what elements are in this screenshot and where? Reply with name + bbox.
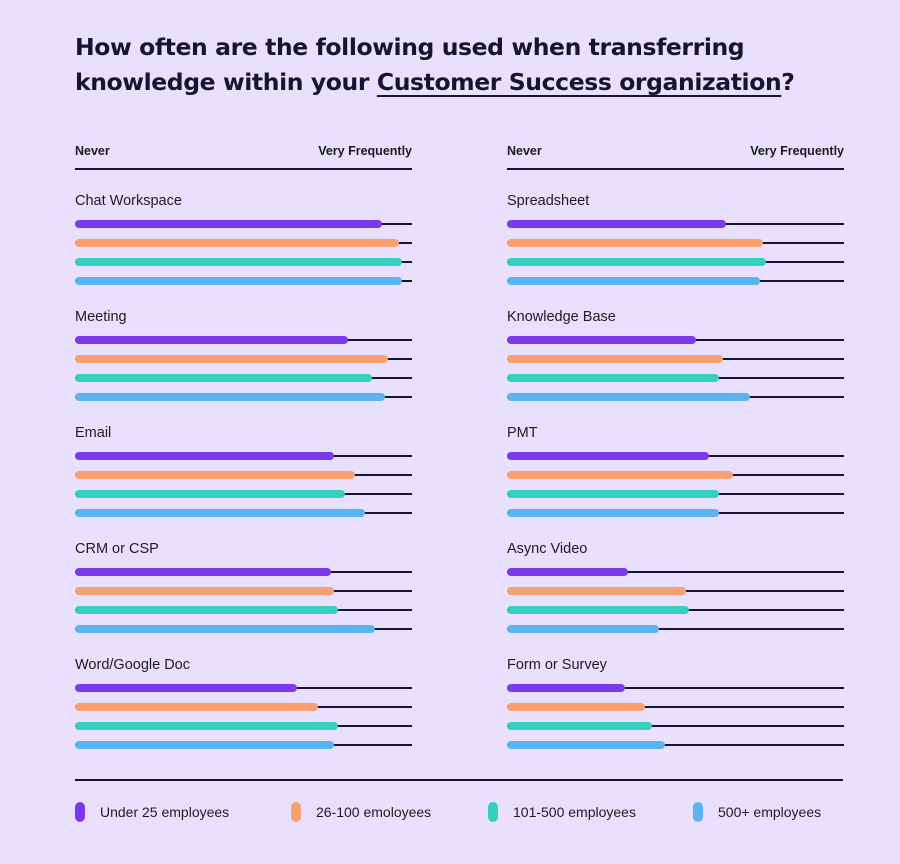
bar-async-video-500-employees bbox=[507, 625, 659, 633]
bar-form-or-survey-500-employees bbox=[507, 741, 666, 749]
group-label-form-or-survey: Form or Survey bbox=[507, 657, 607, 673]
bar-email-under-25-employees bbox=[75, 452, 335, 460]
bar-meeting-101-500-employees bbox=[75, 374, 372, 382]
bar-spreadsheet-under-25-employees bbox=[507, 220, 727, 228]
bar-pmt-under-25-employees bbox=[507, 452, 710, 460]
bar-track bbox=[507, 706, 844, 708]
bar-track bbox=[507, 725, 844, 727]
group-label-pmt: PMT bbox=[507, 425, 538, 441]
axis-rule bbox=[507, 168, 844, 170]
bar-chat-workspace-26-100-emoloyees bbox=[75, 239, 399, 247]
group-label-knowledge-base: Knowledge Base bbox=[507, 309, 616, 325]
bar-track bbox=[507, 571, 844, 573]
bar-track bbox=[507, 687, 844, 689]
bar-async-video-under-25-employees bbox=[507, 568, 629, 576]
title-highlight: Customer Success organization bbox=[376, 68, 782, 96]
bar-knowledge-base-500-employees bbox=[507, 393, 750, 401]
bar-track bbox=[507, 744, 844, 746]
bar-word-google-doc-26-100-emoloyees bbox=[75, 703, 318, 711]
bar-crm-or-csp-101-500-employees bbox=[75, 606, 338, 614]
bar-spreadsheet-26-100-emoloyees bbox=[507, 239, 764, 247]
bar-crm-or-csp-under-25-employees bbox=[75, 568, 332, 576]
legend-label: Under 25 employees bbox=[100, 804, 230, 820]
legend-divider bbox=[75, 779, 843, 781]
legend-swatch bbox=[488, 802, 498, 822]
group-label-crm-or-csp: CRM or CSP bbox=[75, 541, 159, 557]
bar-chat-workspace-under-25-employees bbox=[75, 220, 382, 228]
bar-email-500-employees bbox=[75, 509, 365, 517]
bar-meeting-26-100-emoloyees bbox=[75, 355, 389, 363]
bar-word-google-doc-under-25-employees bbox=[75, 684, 298, 692]
group-label-email: Email bbox=[75, 425, 112, 441]
bar-crm-or-csp-500-employees bbox=[75, 625, 375, 633]
bar-async-video-26-100-emoloyees bbox=[507, 587, 686, 595]
bar-knowledge-base-101-500-employees bbox=[507, 374, 720, 382]
bar-email-101-500-employees bbox=[75, 490, 345, 498]
axis-min-label: Never bbox=[507, 144, 542, 158]
title-text: How often are the following used when tr… bbox=[75, 33, 745, 96]
group-label-meeting: Meeting bbox=[75, 309, 127, 325]
left-chart-panel: Never Very Frequently Chat Workspace Meet… bbox=[75, 0, 412, 760]
axis-rule bbox=[75, 168, 412, 170]
bar-track bbox=[507, 628, 844, 630]
group-label-chat-workspace: Chat Workspace bbox=[75, 193, 182, 209]
legend-label: 500+ employees bbox=[718, 804, 822, 820]
legend-swatch bbox=[75, 802, 85, 822]
bar-form-or-survey-under-25-employees bbox=[507, 684, 625, 692]
chart-title: How often are the following used when tr… bbox=[75, 30, 855, 100]
axis-max-label: Very Frequently bbox=[750, 144, 844, 158]
bar-email-26-100-emoloyees bbox=[75, 471, 355, 479]
bar-chat-workspace-101-500-employees bbox=[75, 258, 402, 266]
title-question-mark: ? bbox=[781, 68, 795, 96]
bar-knowledge-base-26-100-emoloyees bbox=[507, 355, 723, 363]
right-chart-panel: Never Very Frequently Spreadsheet Knowled… bbox=[507, 0, 844, 760]
bar-form-or-survey-101-500-employees bbox=[507, 722, 652, 730]
bar-meeting-500-employees bbox=[75, 393, 386, 401]
bar-meeting-under-25-employees bbox=[75, 336, 348, 344]
bar-pmt-101-500-employees bbox=[507, 490, 720, 498]
bar-word-google-doc-500-employees bbox=[75, 741, 335, 749]
group-label-spreadsheet: Spreadsheet bbox=[507, 193, 590, 209]
bar-pmt-500-employees bbox=[507, 509, 720, 517]
bar-word-google-doc-101-500-employees bbox=[75, 722, 338, 730]
bar-async-video-101-500-employees bbox=[507, 606, 689, 614]
bar-form-or-survey-26-100-emoloyees bbox=[507, 703, 646, 711]
legend-label: 26-100 emoloyees bbox=[316, 804, 432, 820]
legend-swatch bbox=[693, 802, 703, 822]
group-label-word-google-doc: Word/Google Doc bbox=[75, 657, 190, 673]
axis-max-label: Very Frequently bbox=[318, 144, 412, 158]
bar-crm-or-csp-26-100-emoloyees bbox=[75, 587, 335, 595]
group-label-async-video: Async Video bbox=[507, 541, 588, 557]
legend-label: 101-500 employees bbox=[513, 804, 636, 820]
bar-chat-workspace-500-employees bbox=[75, 277, 402, 285]
bar-spreadsheet-500-employees bbox=[507, 277, 760, 285]
axis-min-label: Never bbox=[75, 144, 110, 158]
bar-spreadsheet-101-500-employees bbox=[507, 258, 767, 266]
bar-pmt-26-100-emoloyees bbox=[507, 471, 733, 479]
bar-knowledge-base-under-25-employees bbox=[507, 336, 696, 344]
legend-swatch bbox=[291, 802, 301, 822]
